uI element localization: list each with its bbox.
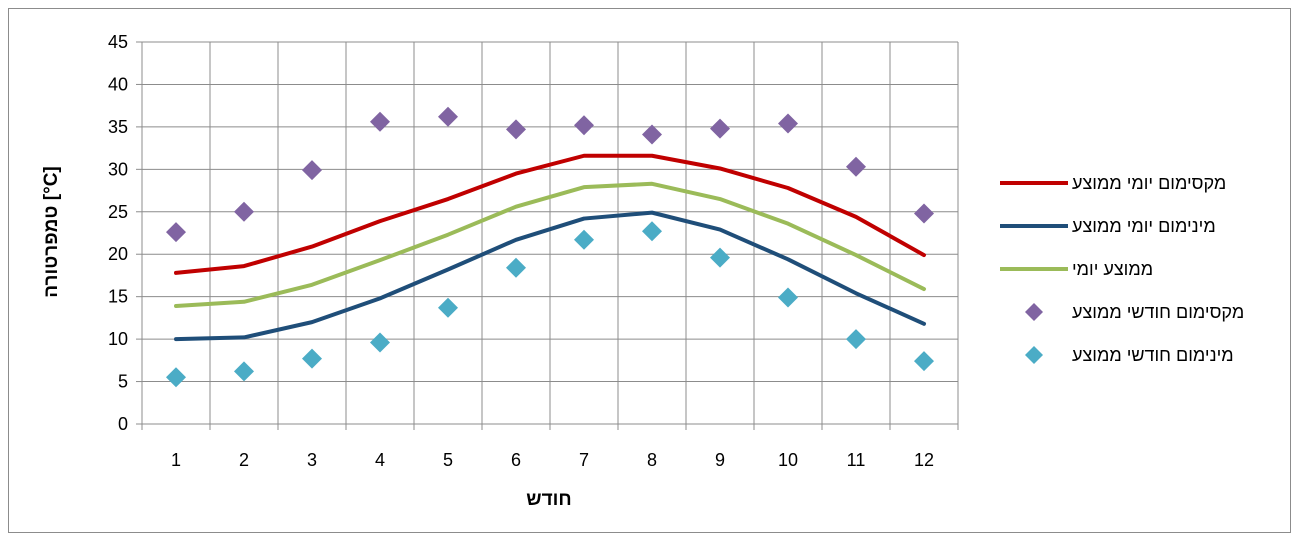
data-point-marker	[438, 297, 458, 318]
data-point-marker	[642, 124, 662, 145]
x-tick-label: 10	[778, 450, 798, 470]
data-point-marker	[710, 118, 730, 139]
data-point-marker	[506, 257, 526, 278]
legend-label: מקסימום יומי ממוצע	[1072, 173, 1226, 193]
legend-marker-swatch	[1025, 303, 1043, 321]
axes	[136, 41, 959, 430]
data-point-marker	[234, 361, 254, 382]
data-point-marker	[914, 203, 934, 224]
x-tick-label: 2	[239, 450, 249, 470]
y-tick-label: 40	[108, 74, 128, 94]
series	[166, 106, 934, 388]
x-tick-label: 6	[511, 450, 521, 470]
x-tick-label: 12	[914, 450, 934, 470]
series-1	[174, 210, 926, 342]
legend-marker-swatch	[1025, 346, 1043, 364]
x-tick-label: 7	[579, 450, 589, 470]
series-line	[174, 153, 926, 275]
x-tick-labels: 1 2 3 4 5 6 7 8 9 10 11 12	[171, 450, 934, 470]
data-point-marker	[166, 222, 186, 243]
data-point-marker	[234, 201, 254, 222]
data-point-marker	[846, 156, 866, 177]
y-tick-label: 30	[108, 159, 128, 179]
data-point-marker	[778, 113, 798, 134]
data-point-marker	[370, 332, 390, 353]
x-tick-label: 3	[307, 450, 317, 470]
legend-entry-1: מינימום יומי ממוצע	[1000, 216, 1216, 236]
grid	[142, 41, 959, 424]
legend-entry-3: מקסימום חודשי ממוצע	[1025, 302, 1244, 322]
series-0	[174, 153, 926, 275]
y-tick-label: 5	[118, 372, 128, 392]
y-tick-label: 10	[108, 329, 128, 349]
y-tick-labels: 0 5 10 15 20 25 30 35 40 45	[108, 32, 128, 434]
x-axis-title: חודש	[526, 489, 571, 510]
legend-label: ממוצע יומי	[1072, 259, 1153, 279]
x-tick-label: 11	[847, 450, 866, 470]
chart-frame	[8, 8, 1291, 533]
y-tick-label: 35	[108, 117, 128, 137]
data-point-marker	[506, 119, 526, 140]
series-line	[174, 210, 926, 342]
legend-entry-4: מינימום חודשי ממוצע	[1025, 345, 1234, 365]
series-line	[174, 181, 926, 309]
y-tick-label: 0	[118, 414, 128, 434]
legend-label: מקסימום חודשי ממוצע	[1072, 302, 1244, 322]
legend-label: מינימום יומי ממוצע	[1072, 216, 1216, 236]
x-tick-label: 8	[647, 450, 657, 470]
data-point-marker	[438, 106, 458, 127]
x-tick-label: 9	[715, 450, 725, 470]
legend-label: מינימום חודשי ממוצע	[1072, 345, 1234, 365]
series-2	[174, 181, 926, 309]
series-4	[166, 221, 934, 388]
data-point-marker	[710, 247, 730, 268]
data-point-marker	[846, 329, 866, 350]
data-point-marker	[166, 367, 186, 388]
legend-entry-2: ממוצע יומי	[1000, 259, 1153, 279]
legend: מקסימום יומי ממוצע מינימום יומי ממוצע ממוצ…	[1000, 173, 1244, 365]
legend-entry-0: מקסימום יומי ממוצע	[1000, 173, 1226, 193]
data-point-marker	[302, 348, 322, 369]
y-tick-label: 15	[108, 287, 128, 307]
data-point-marker	[778, 287, 798, 308]
x-tick-label: 5	[443, 450, 453, 470]
data-point-marker	[574, 229, 594, 250]
y-tick-label: 45	[108, 32, 128, 52]
y-axis-title: טמפרטורה [°C]	[41, 166, 62, 298]
data-point-marker	[370, 111, 390, 132]
data-point-marker	[574, 115, 594, 136]
data-point-marker	[302, 160, 322, 181]
x-tick-label: 1	[171, 450, 181, 470]
data-point-marker	[914, 351, 934, 372]
y-tick-label: 25	[108, 202, 128, 222]
y-tick-label: 20	[108, 244, 128, 264]
data-point-marker	[642, 221, 662, 242]
x-tick-label: 4	[375, 450, 385, 470]
series-3	[166, 106, 934, 243]
